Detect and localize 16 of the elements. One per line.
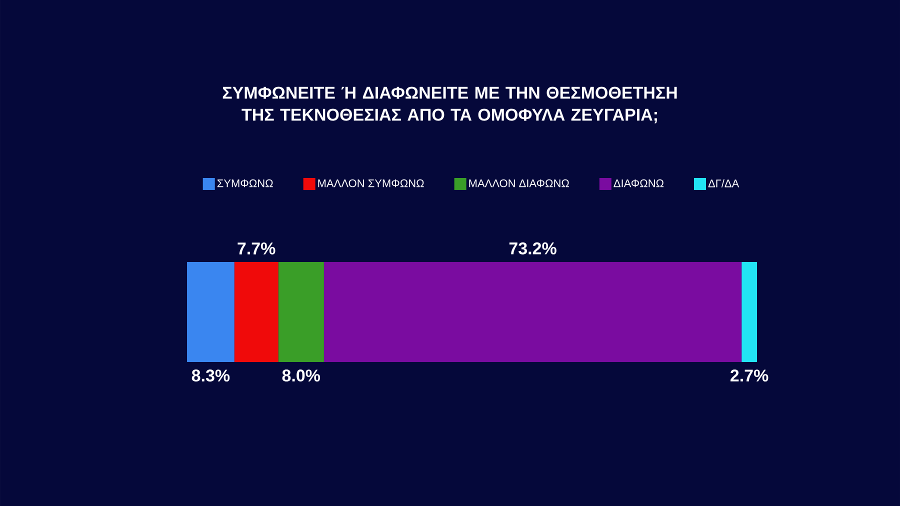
legend-label: ΜΑΛΛΟΝ ΔΙΑΦΩΝΩ (469, 179, 569, 188)
data-label: 7.7% (238, 242, 276, 254)
bar (742, 262, 757, 362)
legend-label: ΔΙΑΦΩΝΩ (614, 179, 664, 188)
legend-label: ΜΑΛΛΟΝ ΣΥΜΦΩΝΩ (318, 179, 424, 188)
bar (187, 262, 234, 362)
chart-title: ΣΥΜΦΩΝΕΙΤΕ Ή ΔΙΑΦΩΝΕΙΤΕ ΜΕ ΤΗΝ ΘΕΣΜΟΘΕΤΗΣΗ ΤΗΣ ΤΕΚΝΟΘΕΣΙΑΣ ΑΠΟ ΤΑ ΟΜΟΦΥΛΑ ΖΕΥΓΑΡΙΑ; (222, 86, 677, 124)
bar (278, 262, 324, 362)
bar (324, 262, 742, 362)
data-label: 8.3% (192, 370, 230, 382)
legend-label: ΔΓ/ΔΑ (708, 179, 740, 188)
data-label: 2.7% (730, 370, 768, 382)
legend-label: ΣΥΜΦΩΝΩ (217, 179, 273, 188)
data-label: 73.2% (509, 242, 556, 254)
data-label: 8.0% (282, 370, 320, 382)
bar (234, 262, 278, 362)
